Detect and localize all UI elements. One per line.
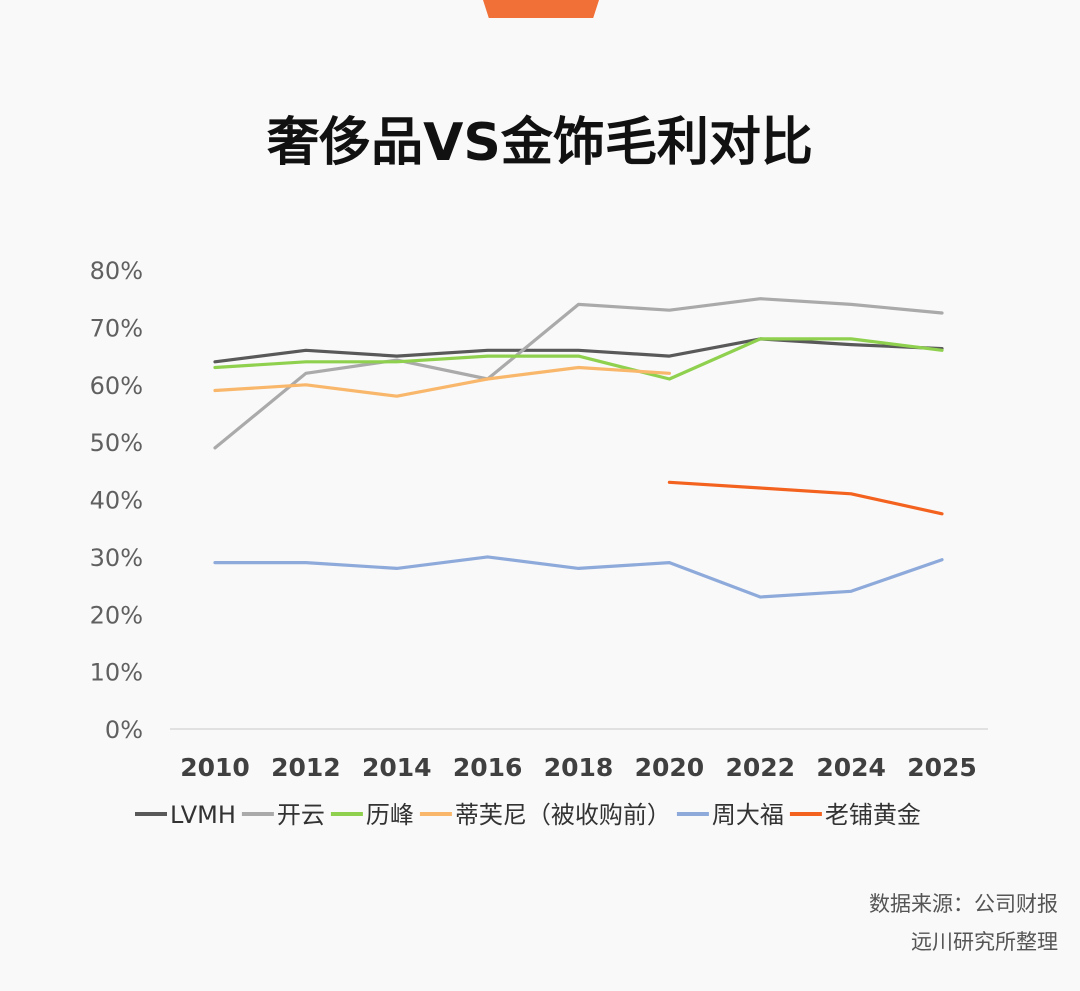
legend-label-4: 周大福 (712, 801, 784, 829)
y-tick-label: 0% (105, 716, 143, 744)
legend-label-0: LVMH (170, 801, 236, 829)
x-tick-label: 2018 (544, 753, 614, 782)
y-tick-label: 70% (90, 314, 143, 342)
x-tick-label: 2020 (635, 753, 705, 782)
y-tick-label: 30% (90, 544, 143, 572)
y-tick-label: 20% (90, 601, 143, 629)
series-line-0 (213, 337, 944, 364)
x-tick-label: 2022 (725, 753, 795, 782)
top-accent-tab (483, 0, 599, 18)
source-note-credit: 远川研究所整理 (911, 930, 1058, 954)
x-tick-label: 2010 (180, 753, 250, 782)
legend-label-3: 蒂芙尼（被收购前） (455, 801, 671, 829)
x-tick-label: 2025 (907, 753, 977, 782)
x-tick-label: 2012 (271, 753, 341, 782)
series-line-3 (213, 365, 671, 398)
source-note: 数据来源：公司财报 (869, 892, 1058, 916)
x-tick-label: 2024 (816, 753, 886, 782)
y-tick-label: 10% (90, 659, 143, 687)
y-tick-label: 50% (90, 429, 143, 457)
x-tick-label: 2014 (362, 753, 432, 782)
series-line-5 (667, 480, 944, 516)
series-line-4 (213, 555, 944, 599)
y-tick-label: 40% (90, 487, 143, 515)
chart-title: 奢侈品VS金饰毛利对比 (267, 113, 813, 173)
axis-layer: 0% 10% 20% 30% 40% 50% 60% 70% 80% 2010 2012 2014 20… (90, 257, 988, 782)
y-tick-label: 80% (90, 257, 143, 285)
legend-label-5: 老铺黄金 (825, 801, 921, 829)
legend-label-2: 历峰 (366, 801, 414, 829)
series-layer (213, 297, 944, 599)
y-tick-label: 60% (90, 372, 143, 400)
legend-label-1: 开云 (277, 801, 325, 829)
series-line-2 (213, 337, 944, 381)
x-tick-label: 2016 (453, 753, 523, 782)
series-line-1 (213, 297, 944, 450)
legend: LVMH 开云 历峰 蒂芙尼（被收购前） 周大福 老铺黄金 (135, 801, 921, 829)
